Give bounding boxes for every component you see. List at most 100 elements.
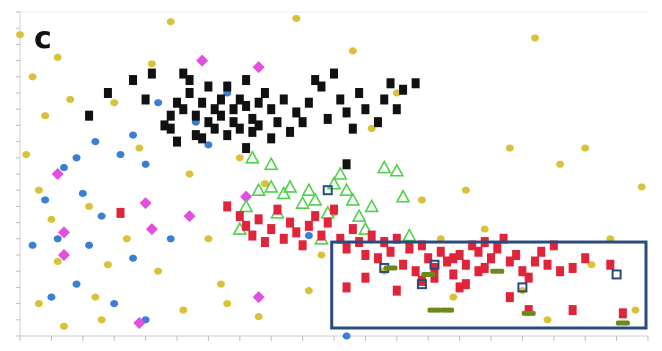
data-point <box>116 150 125 159</box>
data-point <box>342 332 351 340</box>
data-point <box>282 179 298 193</box>
data-point <box>16 31 24 39</box>
data-point <box>493 243 502 254</box>
data-point <box>417 240 426 251</box>
series-3-square <box>85 68 420 170</box>
data-point <box>252 291 265 304</box>
data-point <box>204 117 213 128</box>
data-point <box>139 197 152 210</box>
data-point <box>41 112 50 120</box>
data-point <box>556 266 565 277</box>
data-point <box>336 233 345 244</box>
data-point <box>173 136 181 147</box>
data-point <box>22 150 31 159</box>
data-point <box>85 110 94 121</box>
data-point <box>468 240 477 251</box>
data-point <box>116 207 125 218</box>
data-point <box>223 201 232 212</box>
data-point <box>383 265 398 271</box>
data-point <box>530 256 539 267</box>
data-point <box>380 94 389 105</box>
data-point <box>512 250 521 260</box>
data-point <box>358 221 373 235</box>
data-point <box>524 305 533 316</box>
data-point <box>449 269 458 280</box>
data-point <box>461 186 470 194</box>
data-point <box>389 163 405 177</box>
data-point <box>424 253 433 264</box>
data-point <box>286 126 295 137</box>
data-point <box>449 253 458 264</box>
data-point <box>631 306 640 314</box>
data-point <box>154 99 163 107</box>
data-point <box>185 75 194 86</box>
data-point <box>392 285 401 296</box>
data-point <box>330 204 338 215</box>
data-point <box>248 113 257 124</box>
data-point <box>66 95 75 104</box>
data-point <box>487 253 495 264</box>
data-point <box>317 81 326 92</box>
data-point <box>216 94 225 105</box>
data-point <box>28 73 37 81</box>
data-point <box>141 160 150 168</box>
data-point <box>53 53 62 61</box>
data-point <box>311 211 320 222</box>
data-point <box>242 75 251 86</box>
data-point <box>480 262 489 273</box>
data-point <box>204 141 213 149</box>
data-point <box>223 300 232 308</box>
panel-label: c <box>34 21 52 56</box>
data-point <box>461 279 470 290</box>
data-point <box>210 123 219 134</box>
data-point <box>326 176 342 190</box>
data-point <box>474 266 483 277</box>
data-point <box>147 60 156 68</box>
data-point <box>342 282 351 293</box>
data-point <box>267 224 276 235</box>
data-point <box>34 186 43 194</box>
data-point <box>505 292 514 303</box>
axes-frame <box>16 11 649 341</box>
data-point <box>85 202 94 210</box>
data-point <box>556 160 565 168</box>
data-point <box>323 113 332 124</box>
data-point <box>204 235 213 243</box>
data-point <box>47 293 56 301</box>
data-point <box>240 190 253 203</box>
data-point <box>210 104 219 115</box>
data-point <box>145 223 158 236</box>
data-point <box>235 211 244 222</box>
data-point <box>411 266 420 277</box>
data-point <box>129 131 138 139</box>
data-point <box>568 305 577 316</box>
series-2-diamond <box>51 54 265 330</box>
data-point <box>141 94 150 105</box>
data-point <box>307 192 323 206</box>
data-point <box>304 220 313 231</box>
data-point <box>229 117 238 128</box>
data-point <box>251 182 266 196</box>
highlight-box <box>330 240 648 330</box>
data-point <box>53 235 62 243</box>
data-point <box>367 230 376 241</box>
data-point <box>345 192 361 206</box>
data-point <box>279 94 288 105</box>
data-point <box>517 282 528 293</box>
series-4-triangle <box>232 150 417 245</box>
data-point <box>57 249 70 261</box>
data-point <box>581 144 590 152</box>
data-point <box>254 214 263 225</box>
data-point <box>443 256 452 267</box>
data-point <box>292 14 301 23</box>
data-point <box>133 317 146 330</box>
data-point <box>505 256 514 267</box>
data-point <box>348 47 357 55</box>
data-point <box>129 254 138 262</box>
data-point <box>59 163 68 172</box>
data-point <box>304 231 313 240</box>
data-point <box>417 196 426 204</box>
data-point <box>110 99 119 107</box>
data-point <box>34 300 43 308</box>
